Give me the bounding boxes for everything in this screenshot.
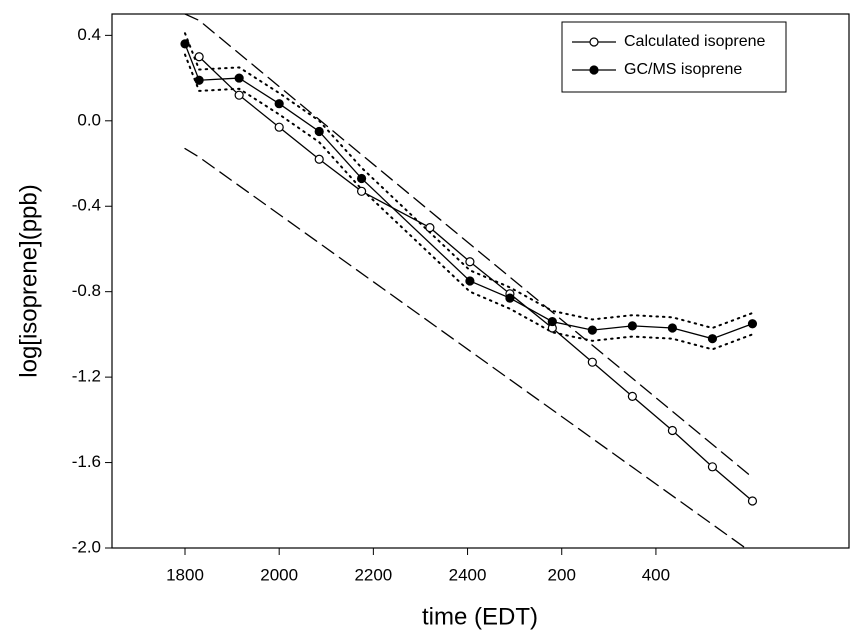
y-tick-label: -2.0 — [72, 537, 101, 556]
point — [180, 39, 190, 49]
point — [356, 186, 367, 196]
legend-box — [561, 21, 787, 93]
point — [465, 257, 475, 267]
x-tick-label: 1800 — [166, 565, 204, 584]
legend-marker — [589, 65, 599, 75]
series-line — [184, 43, 753, 340]
bound-line — [184, 147, 747, 548]
x-tick-label: 200 — [548, 565, 576, 584]
point — [627, 321, 637, 331]
series-line — [198, 56, 753, 502]
point — [356, 173, 367, 184]
y-axis-title: log[isoprene](ppb) — [15, 184, 42, 377]
x-tick-label: 2200 — [354, 565, 392, 584]
legend-label: GC/MS isoprene — [624, 61, 742, 78]
point — [425, 223, 435, 233]
point — [194, 75, 204, 85]
y-tick-label: 0.4 — [77, 25, 101, 44]
legend-marker — [589, 37, 599, 47]
point — [587, 357, 597, 367]
y-tick-label: -0.4 — [72, 196, 101, 215]
x-axis-title: time (EDT) — [422, 603, 538, 630]
plot-frame — [111, 13, 850, 549]
y-tick-label: -1.6 — [72, 452, 101, 471]
point — [274, 122, 284, 132]
y-tick-label: 0.0 — [77, 110, 101, 129]
point — [747, 319, 758, 329]
point — [667, 425, 678, 436]
point — [547, 316, 557, 327]
x-tick-label: 400 — [642, 565, 670, 584]
point — [707, 334, 718, 344]
point — [747, 496, 758, 506]
x-tick-label: 2400 — [449, 565, 487, 584]
point — [234, 73, 244, 83]
point — [314, 126, 324, 137]
point — [587, 325, 597, 335]
point — [707, 462, 718, 472]
point — [194, 52, 204, 62]
point — [274, 99, 284, 109]
y-tick-label: -1.2 — [72, 367, 101, 386]
x-tick-label: 2000 — [260, 565, 298, 584]
legend-label: Calculated isoprene — [624, 33, 766, 50]
point — [627, 391, 637, 401]
point — [314, 154, 324, 164]
point — [234, 90, 244, 100]
bound-line — [183, 32, 754, 330]
bound-line — [183, 53, 754, 351]
point — [505, 293, 515, 303]
y-tick-label: -0.8 — [72, 281, 101, 300]
point — [465, 276, 475, 286]
point — [667, 323, 678, 333]
